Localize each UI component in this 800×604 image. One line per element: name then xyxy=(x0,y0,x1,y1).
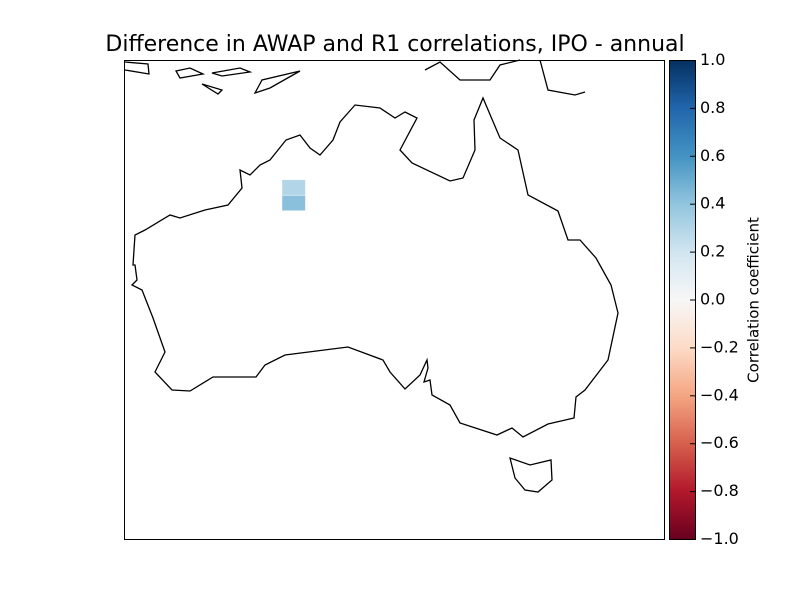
colorbar: 1.0 0.8 0.6 0.4 0.2 0.0 −0.2 −0.4 −0.6 −0.8 −1.0 C… xyxy=(669,50,763,548)
island xyxy=(174,67,206,79)
colorbar-tick-label: −0.6 xyxy=(700,433,739,452)
tasmania xyxy=(509,456,553,493)
island xyxy=(539,59,586,96)
map xyxy=(124,59,665,540)
chart-title: Difference in AWAP and R1 correlations, … xyxy=(105,32,684,57)
colorbar-tick-label: 0.0 xyxy=(700,290,725,309)
island xyxy=(124,61,150,75)
colorbar-tick-label: −1.0 xyxy=(700,529,739,548)
colorbar-tick-label: 0.4 xyxy=(700,194,725,213)
island xyxy=(201,83,224,95)
island xyxy=(424,59,521,81)
mainland xyxy=(130,96,619,438)
colorbar-tick-label: −0.4 xyxy=(700,385,739,404)
map-frame xyxy=(124,60,665,540)
colorbar-tick-label: 1.0 xyxy=(700,50,725,69)
colorbar-tick-label: 0.2 xyxy=(700,242,725,261)
colorbar-tick-label: 0.6 xyxy=(700,146,725,165)
colorbar-tick-label: −0.2 xyxy=(700,337,739,356)
grid-cell xyxy=(282,179,306,195)
colorbar-tick-label: −0.8 xyxy=(700,481,739,500)
colorbar-label: Correlation coefficient xyxy=(745,217,763,383)
island xyxy=(211,67,253,77)
coastline xyxy=(124,59,619,493)
colorbar-tick-label: 0.8 xyxy=(700,98,725,117)
grid-cell xyxy=(282,195,306,211)
island xyxy=(253,70,301,95)
